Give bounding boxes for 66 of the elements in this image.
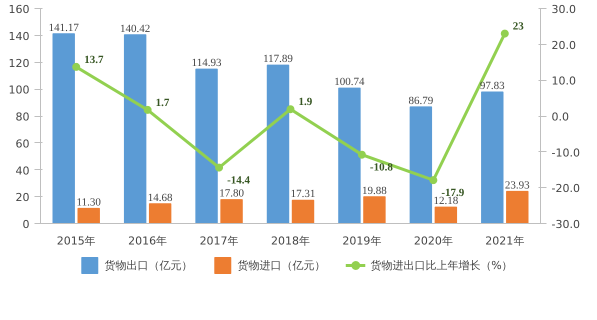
- data-label: 117.89: [263, 53, 294, 66]
- y2-tick-label: -20.0: [552, 182, 580, 196]
- bar: [434, 206, 458, 224]
- x-tick-label: 2021年: [485, 234, 524, 248]
- bar: [148, 203, 172, 224]
- bar: [363, 196, 386, 224]
- y2-tick-label: -10.0: [552, 146, 580, 160]
- data-label: 1.7: [156, 96, 170, 109]
- y2-tick-label: 0.0: [552, 110, 569, 124]
- y-tick-label: 100: [8, 84, 30, 97]
- x-tick-label: 2019年: [342, 234, 382, 248]
- x-tick-label: 2015年: [56, 234, 96, 248]
- data-label: 114.93: [192, 57, 222, 70]
- y-tick-label: 140: [8, 30, 30, 43]
- y2-tick-label: 10.0: [552, 74, 576, 88]
- bar: [481, 92, 504, 224]
- y-tick-label: 60: [16, 137, 30, 150]
- x-tick-label: 2017年: [200, 234, 239, 248]
- data-label: 100.74: [334, 76, 366, 88]
- bar: [195, 68, 218, 224]
- point: [358, 150, 366, 159]
- y-tick-label: 160: [8, 3, 30, 16]
- point: [72, 62, 80, 71]
- data-label: 23.93: [504, 179, 530, 192]
- x-tick-label: 2016年: [128, 234, 168, 248]
- y-tick-label: 40: [16, 164, 30, 178]
- data-label: 141.17: [48, 22, 80, 34]
- point: [144, 106, 152, 114]
- y-tick-label: 80: [16, 110, 30, 124]
- point: [500, 30, 509, 38]
- bar: [266, 64, 290, 224]
- bar: [78, 208, 100, 224]
- data-label: 19.88: [362, 184, 388, 197]
- y-tick-label: 120: [8, 56, 30, 70]
- data-label: 11.30: [76, 196, 102, 208]
- y2-tick-label: -30.0: [552, 218, 580, 231]
- data-label: 23: [512, 20, 524, 33]
- point: [215, 164, 224, 172]
- bar: [338, 88, 361, 224]
- bar: [220, 199, 243, 224]
- bar: [410, 106, 432, 224]
- point: [429, 176, 438, 184]
- bar: [52, 33, 75, 224]
- legend-label: 货物进出口比上年增长（%）: [370, 258, 513, 272]
- x-tick-label: 2018年: [271, 234, 310, 248]
- data-label: 17.80: [219, 188, 244, 200]
- point: [286, 105, 294, 114]
- data-label: -14.4: [227, 174, 250, 187]
- data-label: 86.79: [408, 94, 434, 107]
- y-tick-label: 0: [22, 218, 30, 231]
- legend-label: 货物出口（亿元）: [104, 258, 192, 272]
- bar: [124, 34, 146, 224]
- data-label: 1.9: [298, 96, 313, 108]
- data-label: 97.83: [480, 80, 506, 92]
- legend-label: 货物进口（亿元）: [237, 258, 326, 272]
- bar: [292, 200, 314, 224]
- y2-tick-label: 30.0: [552, 3, 576, 16]
- data-label: 14.68: [148, 192, 174, 204]
- y2-tick-label: 20.0: [552, 38, 576, 52]
- x-tick-label: 2020年: [414, 234, 453, 248]
- bar: [506, 190, 528, 224]
- data-label: 13.7: [84, 54, 104, 66]
- data-label: -10.8: [370, 162, 394, 174]
- data-label: 17.31: [290, 188, 316, 200]
- data-label: 140.42: [120, 22, 150, 35]
- y-tick-label: 20: [16, 191, 30, 204]
